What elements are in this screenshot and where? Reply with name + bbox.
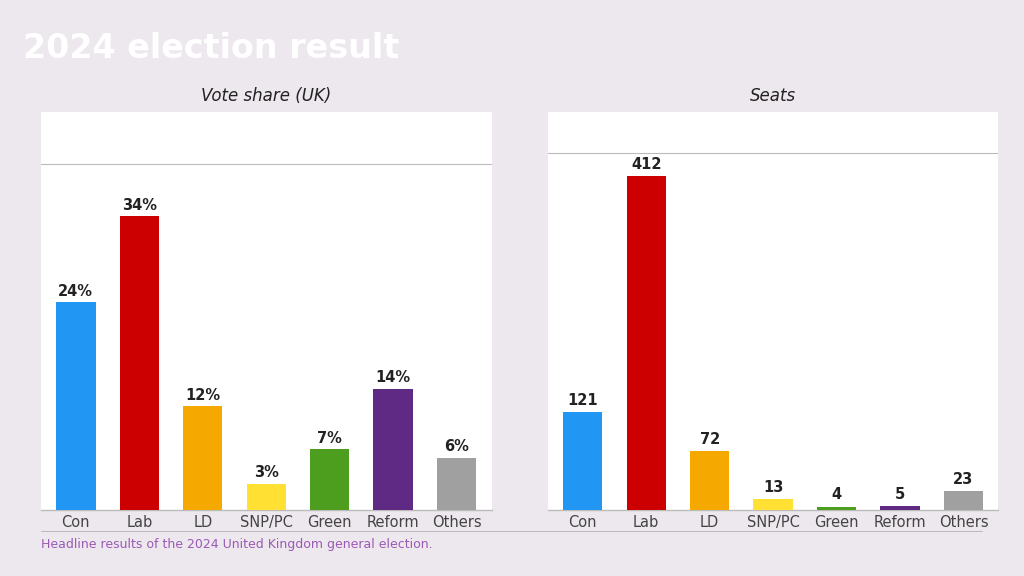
Bar bbox=[944, 491, 983, 510]
Text: 13: 13 bbox=[763, 480, 783, 495]
Bar bbox=[310, 449, 349, 510]
Text: 121: 121 bbox=[567, 393, 598, 408]
Text: 34%: 34% bbox=[122, 198, 157, 213]
Title: Seats: Seats bbox=[750, 87, 797, 105]
Title: Vote share (UK): Vote share (UK) bbox=[201, 87, 332, 105]
Text: 412: 412 bbox=[631, 157, 662, 172]
Text: 3%: 3% bbox=[254, 465, 279, 480]
Bar bbox=[754, 499, 793, 510]
Bar bbox=[627, 176, 666, 510]
Bar bbox=[247, 484, 286, 510]
Bar bbox=[881, 506, 920, 510]
Text: 24%: 24% bbox=[58, 284, 93, 299]
Text: 4: 4 bbox=[831, 487, 842, 502]
Text: 23: 23 bbox=[953, 472, 974, 487]
Bar bbox=[56, 302, 95, 510]
Bar bbox=[563, 412, 602, 510]
Text: 12%: 12% bbox=[185, 388, 220, 403]
Text: 5: 5 bbox=[895, 487, 905, 502]
Bar bbox=[120, 216, 159, 510]
Text: 72: 72 bbox=[699, 433, 720, 448]
Text: Headline results of the 2024 United Kingdom general election.: Headline results of the 2024 United King… bbox=[41, 539, 432, 551]
Bar bbox=[690, 452, 729, 510]
Bar bbox=[437, 458, 476, 510]
Text: 7%: 7% bbox=[317, 431, 342, 446]
Bar bbox=[817, 506, 856, 510]
Text: 6%: 6% bbox=[444, 439, 469, 454]
Bar bbox=[183, 406, 222, 510]
Bar bbox=[374, 389, 413, 510]
Text: 14%: 14% bbox=[376, 370, 411, 385]
Text: 2024 election result: 2024 election result bbox=[23, 32, 398, 66]
